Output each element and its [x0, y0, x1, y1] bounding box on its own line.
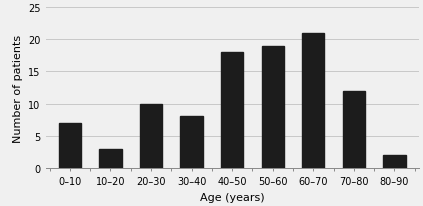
Bar: [302, 34, 324, 168]
Bar: [343, 91, 365, 168]
Bar: [99, 149, 122, 168]
Bar: [383, 155, 406, 168]
Bar: [59, 123, 81, 168]
Bar: [221, 53, 243, 168]
X-axis label: Age (years): Age (years): [200, 192, 264, 202]
Bar: [140, 104, 162, 168]
Y-axis label: Number of patients: Number of patients: [13, 34, 22, 142]
Bar: [261, 47, 284, 168]
Bar: [181, 117, 203, 168]
